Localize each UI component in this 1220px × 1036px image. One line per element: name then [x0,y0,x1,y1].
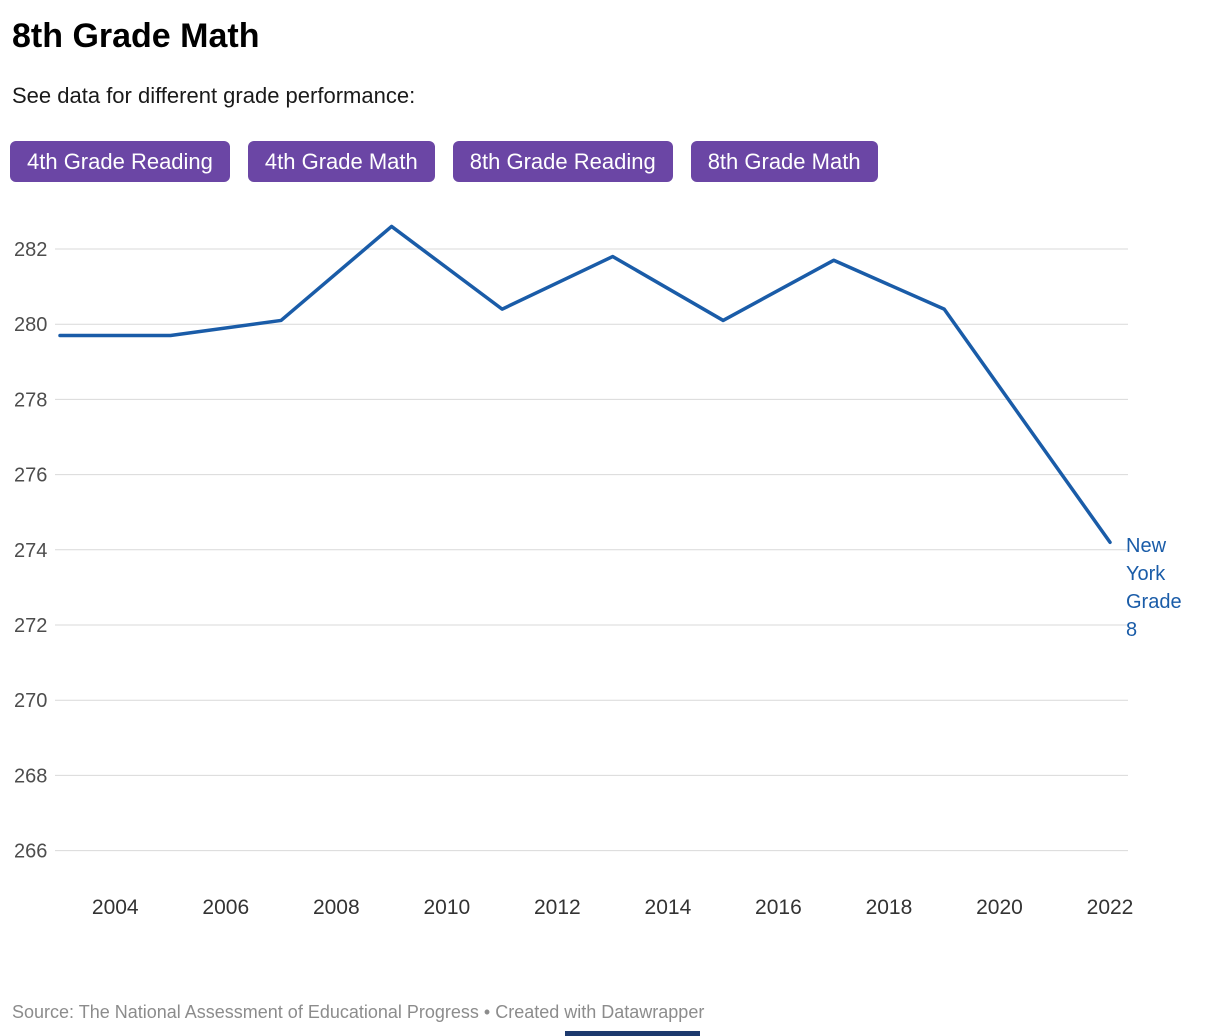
x-tick-label: 2008 [313,896,360,919]
y-tick-label: 274 [14,540,47,562]
y-tick-label: 268 [14,766,47,788]
x-tick-label: 2016 [755,896,802,919]
line-chart: 266 268 270 272 274 276 278 280 282 2004 2006 2008 2… [0,214,1220,959]
button-4th-grade-math[interactable]: 4th Grade Math [247,141,435,183]
x-tick-label: 2004 [92,896,139,919]
y-tick-label: 282 [14,239,47,261]
page-subtitle: See data for different grade performance… [12,82,416,108]
data-line-new-york-grade-8 [58,225,1112,545]
button-8th-grade-math[interactable]: 8th Grade Math [690,141,878,183]
button-4th-grade-reading[interactable]: 4th Grade Reading [10,141,230,183]
x-tick-label: 2020 [976,896,1023,919]
y-tick-label: 270 [14,691,47,713]
line-chart-canvas: 266 268 270 272 274 276 278 280 282 2004 2006 2008 2… [14,225,1134,919]
y-tick-label: 280 [14,315,47,337]
x-tick-label: 2012 [534,896,581,919]
x-tick-label: 2010 [423,896,470,919]
grade-selector-row: 4th Grade Reading 4th Grade Math 8th Gra… [10,141,1220,183]
series-end-label: New York Grade 8 [1126,535,1182,642]
y-tick-label: 266 [14,841,47,863]
y-tick-label: 276 [14,465,47,487]
x-tick-label: 2006 [202,896,249,919]
source-attribution: Source: The National Assessment of Educa… [12,1002,705,1022]
page-title: 8th Grade Math [12,17,260,55]
button-8th-grade-reading[interactable]: 8th Grade Reading [452,141,673,183]
x-tick-label: 2018 [866,896,913,919]
y-tick-label: 272 [14,615,47,637]
x-tick-label: 2014 [645,896,692,919]
y-tick-label: 278 [14,390,47,412]
x-tick-label: 2022 [1087,896,1134,919]
bottom-accent-bar [565,1031,700,1036]
